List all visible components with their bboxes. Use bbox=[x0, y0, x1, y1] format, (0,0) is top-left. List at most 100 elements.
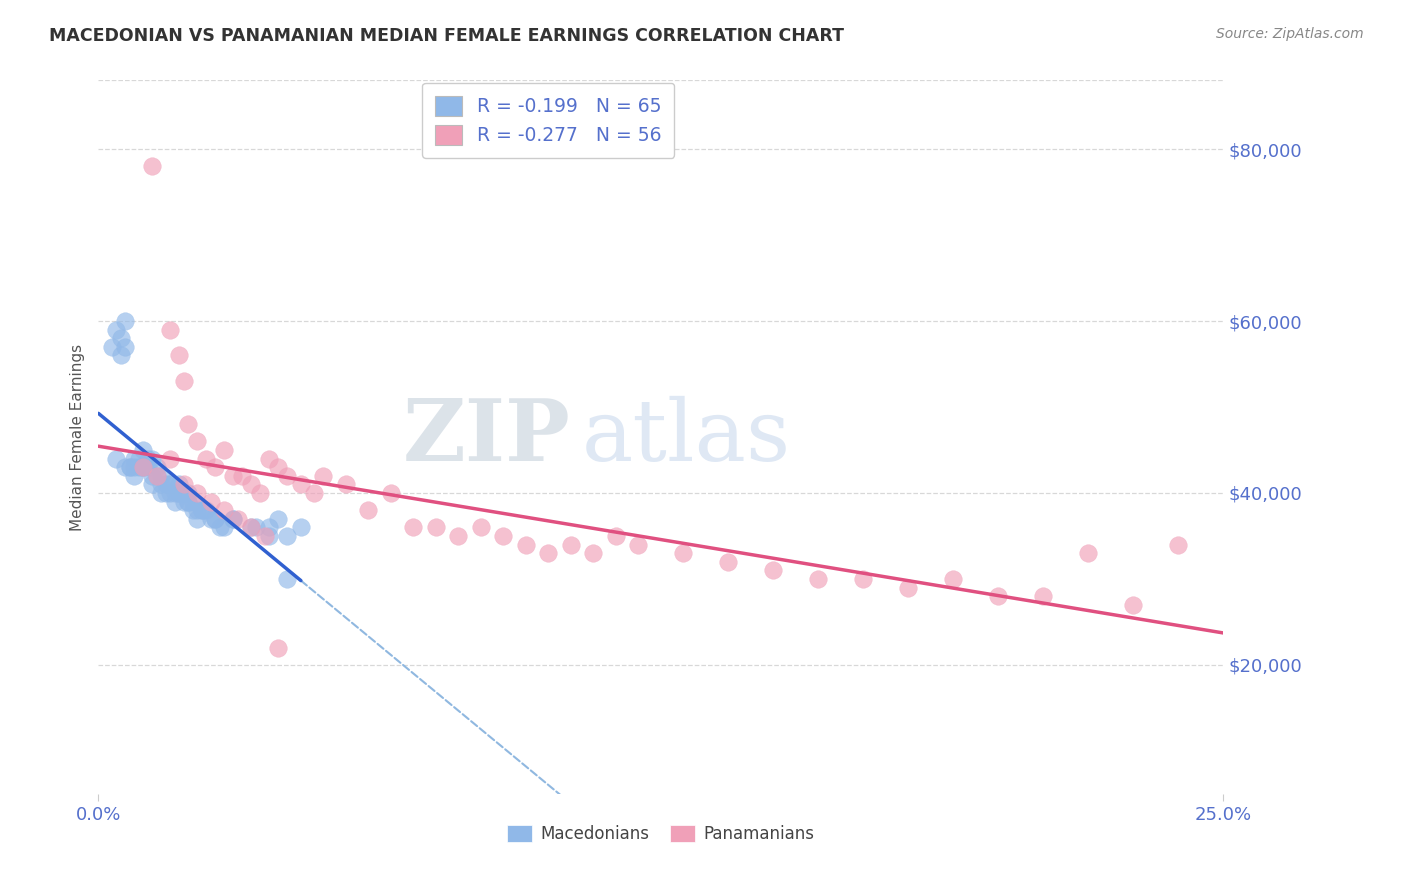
Point bbox=[259, 520, 281, 534]
Point bbox=[852, 572, 875, 586]
Point bbox=[380, 486, 402, 500]
Point bbox=[762, 563, 785, 577]
Text: Source: ZipAtlas.com: Source: ZipAtlas.com bbox=[1216, 27, 1364, 41]
Point bbox=[222, 512, 245, 526]
Point bbox=[537, 546, 560, 560]
Point bbox=[425, 520, 447, 534]
Point bbox=[627, 537, 650, 551]
Point bbox=[146, 468, 169, 483]
Point bbox=[276, 529, 298, 543]
Text: MACEDONIAN VS PANAMANIAN MEDIAN FEMALE EARNINGS CORRELATION CHART: MACEDONIAN VS PANAMANIAN MEDIAN FEMALE E… bbox=[49, 27, 844, 45]
Point bbox=[163, 486, 186, 500]
Point bbox=[155, 477, 177, 491]
Point bbox=[897, 581, 920, 595]
Point bbox=[173, 374, 195, 388]
Point bbox=[204, 460, 226, 475]
Point bbox=[290, 477, 312, 491]
Point bbox=[222, 512, 245, 526]
Point bbox=[195, 503, 218, 517]
Point bbox=[114, 340, 136, 354]
Point bbox=[118, 460, 141, 475]
Point bbox=[136, 451, 159, 466]
Point bbox=[132, 442, 155, 457]
Point bbox=[163, 494, 186, 508]
Point bbox=[290, 520, 312, 534]
Point bbox=[222, 468, 245, 483]
Point bbox=[214, 520, 236, 534]
Point bbox=[114, 314, 136, 328]
Point bbox=[181, 503, 204, 517]
Point bbox=[335, 477, 357, 491]
Point bbox=[276, 468, 298, 483]
Point bbox=[105, 451, 128, 466]
Point bbox=[159, 451, 181, 466]
Point bbox=[128, 460, 150, 475]
Point bbox=[169, 486, 191, 500]
Point bbox=[150, 477, 173, 491]
Point bbox=[515, 537, 537, 551]
Point bbox=[191, 503, 214, 517]
Point bbox=[110, 331, 132, 345]
Point bbox=[124, 460, 146, 475]
Point bbox=[402, 520, 425, 534]
Point bbox=[169, 477, 191, 491]
Point bbox=[141, 468, 163, 483]
Point bbox=[231, 468, 253, 483]
Point bbox=[208, 520, 231, 534]
Point bbox=[1032, 589, 1054, 603]
Point bbox=[150, 486, 173, 500]
Point bbox=[987, 589, 1010, 603]
Point bbox=[118, 460, 141, 475]
Point bbox=[267, 512, 290, 526]
Point bbox=[560, 537, 582, 551]
Point bbox=[132, 460, 155, 475]
Point bbox=[150, 468, 173, 483]
Point bbox=[101, 340, 124, 354]
Point bbox=[200, 512, 222, 526]
Point bbox=[181, 494, 204, 508]
Point bbox=[214, 442, 236, 457]
Point bbox=[124, 451, 146, 466]
Legend: Macedonians, Panamanians: Macedonians, Panamanians bbox=[501, 818, 821, 850]
Point bbox=[582, 546, 605, 560]
Point bbox=[470, 520, 492, 534]
Point bbox=[267, 640, 290, 655]
Point bbox=[146, 468, 169, 483]
Point bbox=[672, 546, 695, 560]
Point bbox=[186, 434, 208, 449]
Point bbox=[169, 348, 191, 362]
Point bbox=[177, 494, 200, 508]
Point bbox=[204, 512, 226, 526]
Point bbox=[204, 512, 226, 526]
Point bbox=[155, 486, 177, 500]
Point bbox=[245, 520, 267, 534]
Point bbox=[128, 451, 150, 466]
Point bbox=[249, 486, 271, 500]
Point bbox=[141, 477, 163, 491]
Point bbox=[124, 468, 146, 483]
Point bbox=[177, 486, 200, 500]
Point bbox=[186, 486, 208, 500]
Point bbox=[267, 460, 290, 475]
Point bbox=[717, 555, 740, 569]
Point bbox=[200, 494, 222, 508]
Point bbox=[942, 572, 965, 586]
Point bbox=[276, 572, 298, 586]
Point bbox=[173, 486, 195, 500]
Point bbox=[177, 494, 200, 508]
Point bbox=[240, 477, 263, 491]
Point bbox=[114, 460, 136, 475]
Point bbox=[105, 323, 128, 337]
Point bbox=[1167, 537, 1189, 551]
Point bbox=[240, 520, 263, 534]
Point bbox=[173, 477, 195, 491]
Point bbox=[1122, 598, 1144, 612]
Point bbox=[136, 460, 159, 475]
Point bbox=[159, 323, 181, 337]
Point bbox=[159, 486, 181, 500]
Point bbox=[253, 529, 276, 543]
Point bbox=[304, 486, 326, 500]
Point bbox=[169, 486, 191, 500]
Point bbox=[132, 460, 155, 475]
Y-axis label: Median Female Earnings: Median Female Earnings bbox=[69, 343, 84, 531]
